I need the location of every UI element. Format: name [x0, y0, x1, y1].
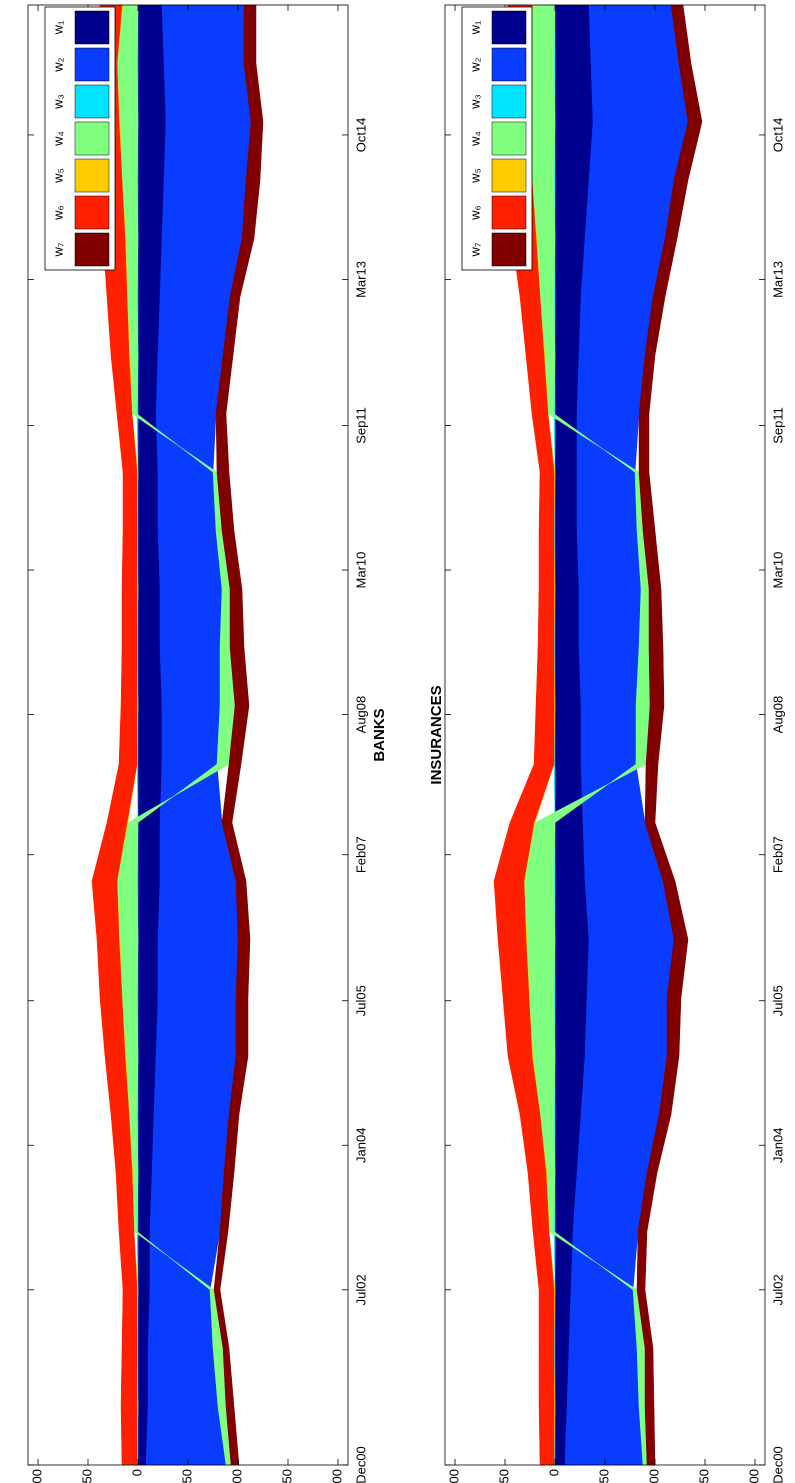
legend-label: w₅: [50, 168, 65, 184]
x-tick-label: Jul02: [353, 1274, 368, 1305]
x-tick-label: Dec00: [353, 1446, 368, 1483]
legend-swatch: [491, 232, 527, 267]
legend-swatch: [74, 121, 110, 156]
legend-swatch: [491, 84, 527, 119]
legend-label: w₅: [467, 168, 482, 184]
y-tick-label: -150: [279, 1469, 294, 1483]
y-tick-label: 50: [496, 1469, 511, 1483]
y-tick-label: -150: [696, 1469, 711, 1483]
y-tick-label: -200: [329, 1469, 344, 1483]
y-tick-label: -50: [596, 1469, 611, 1483]
legend-label: w₃: [50, 94, 65, 110]
legend-swatch: [74, 195, 110, 230]
chart-title: INSURANCES: [428, 685, 445, 784]
legend-swatch: [491, 195, 527, 230]
legend-label: w₄: [467, 131, 482, 147]
legend-swatch: [74, 10, 110, 45]
legend-swatch: [74, 232, 110, 267]
y-tick-label: -100: [229, 1469, 244, 1483]
legend-label: w₂: [467, 57, 482, 72]
x-tick-label: Dec00: [770, 1446, 785, 1483]
legend-label: w₆: [50, 205, 65, 221]
y-tick-label: -100: [646, 1469, 661, 1483]
legend-label: w₂: [50, 57, 65, 72]
y-tick-label: -50: [179, 1469, 194, 1483]
x-tick-label: Jan04: [353, 1128, 368, 1163]
x-tick-label: Jul05: [353, 985, 368, 1016]
x-tick-label: Feb07: [770, 836, 785, 873]
y-tick-label: 100: [29, 1469, 44, 1483]
legend-swatch: [74, 47, 110, 82]
legend-swatch: [491, 158, 527, 193]
legend-label: w₇: [50, 242, 65, 257]
x-tick-label: Mar10: [770, 552, 785, 589]
legend-swatch: [491, 121, 527, 156]
x-tick-label: Oct14: [770, 118, 785, 153]
x-tick-label: Jul02: [770, 1274, 785, 1305]
y-tick-label: -200: [746, 1469, 761, 1483]
y-tick-label: 100: [446, 1469, 461, 1483]
legend-label: w₇: [467, 242, 482, 257]
x-tick-label: Mar13: [770, 261, 785, 298]
legend-label: w₄: [50, 131, 65, 147]
x-tick-label: Mar10: [353, 552, 368, 589]
x-tick-label: Oct14: [353, 118, 368, 153]
x-tick-label: Feb07: [353, 836, 368, 873]
x-tick-label: Sep11: [353, 407, 368, 444]
legend-swatch: [74, 84, 110, 119]
x-tick-label: Aug08: [353, 696, 368, 734]
x-tick-label: Aug08: [770, 696, 785, 734]
legend-swatch: [491, 47, 527, 82]
y-tick-label: 50: [79, 1469, 94, 1483]
legend-swatch: [491, 10, 527, 45]
legend-label: w₁: [467, 20, 482, 35]
x-tick-label: Mar13: [353, 261, 368, 298]
y-tick-label: 0: [546, 1469, 561, 1476]
chart-title: BANKS: [371, 708, 388, 761]
legend-label: w₆: [467, 205, 482, 221]
x-tick-label: Jul05: [770, 985, 785, 1016]
x-tick-label: Jan04: [770, 1128, 785, 1163]
x-tick-label: Sep11: [770, 407, 785, 444]
legend-swatch: [74, 158, 110, 193]
y-tick-label: 0: [129, 1469, 144, 1476]
legend-label: w₁: [50, 20, 65, 35]
legend-label: w₃: [467, 94, 482, 110]
